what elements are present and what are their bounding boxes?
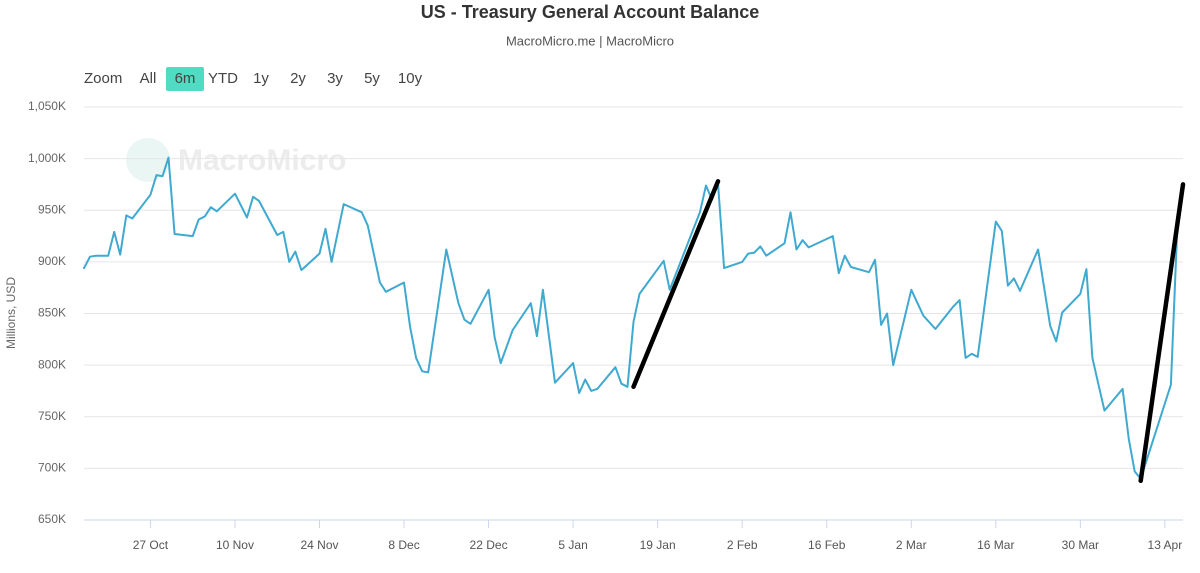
x-tick-label: 5 Jan	[558, 538, 587, 552]
x-tick-label: 30 Mar	[1062, 538, 1099, 552]
y-axis-title: Millions, USD	[4, 277, 18, 349]
x-tick-label: 22 Dec	[470, 538, 508, 552]
x-tick-label: 27 Oct	[133, 538, 169, 552]
annotation-line	[631, 179, 721, 390]
y-tick-label: 900K	[38, 254, 66, 268]
range-button[interactable]: 10y	[398, 70, 423, 87]
annotation-line	[1138, 182, 1186, 484]
y-tick-label: 650K	[38, 512, 66, 526]
range-button[interactable]: 5y	[364, 70, 380, 87]
range-button[interactable]: 3y	[327, 70, 343, 87]
range-button[interactable]: 2y	[290, 70, 306, 87]
y-tick-label: 700K	[38, 461, 66, 475]
x-tick-label: 19 Jan	[640, 538, 676, 552]
y-tick-label: 1,050K	[28, 99, 66, 113]
y-tick-label: 850K	[38, 306, 66, 320]
range-button[interactable]: YTD	[208, 70, 238, 87]
y-tick-label: 950K	[38, 202, 66, 216]
x-tick-label: 2 Mar	[896, 538, 927, 552]
y-tick-label: 800K	[38, 357, 66, 371]
watermark: MacroMicro	[178, 144, 346, 177]
x-tick-label: 10 Nov	[216, 538, 254, 552]
x-tick-label: 13 Apr	[1148, 538, 1183, 552]
x-tick-label: 2 Feb	[727, 538, 758, 552]
x-tick-label: 16 Feb	[808, 538, 846, 552]
chart-subtitle: MacroMicro.me | MacroMicro	[506, 33, 674, 48]
chart-title: US - Treasury General Account Balance	[421, 2, 759, 22]
range-button-active[interactable]	[166, 67, 204, 91]
x-tick-label: 16 Mar	[977, 538, 1014, 552]
range-button[interactable]: All	[140, 70, 157, 87]
y-tick-label: 1,000K	[28, 151, 66, 165]
x-tick-label: 8 Dec	[388, 538, 419, 552]
range-button[interactable]: 6m	[175, 70, 196, 87]
x-tick-label: 24 Nov	[300, 538, 338, 552]
range-button[interactable]: 1y	[253, 70, 269, 87]
y-tick-label: 750K	[38, 409, 66, 423]
watermark-logo	[126, 138, 170, 182]
series-line	[83, 156, 1184, 480]
zoom-label: Zoom	[84, 70, 122, 87]
